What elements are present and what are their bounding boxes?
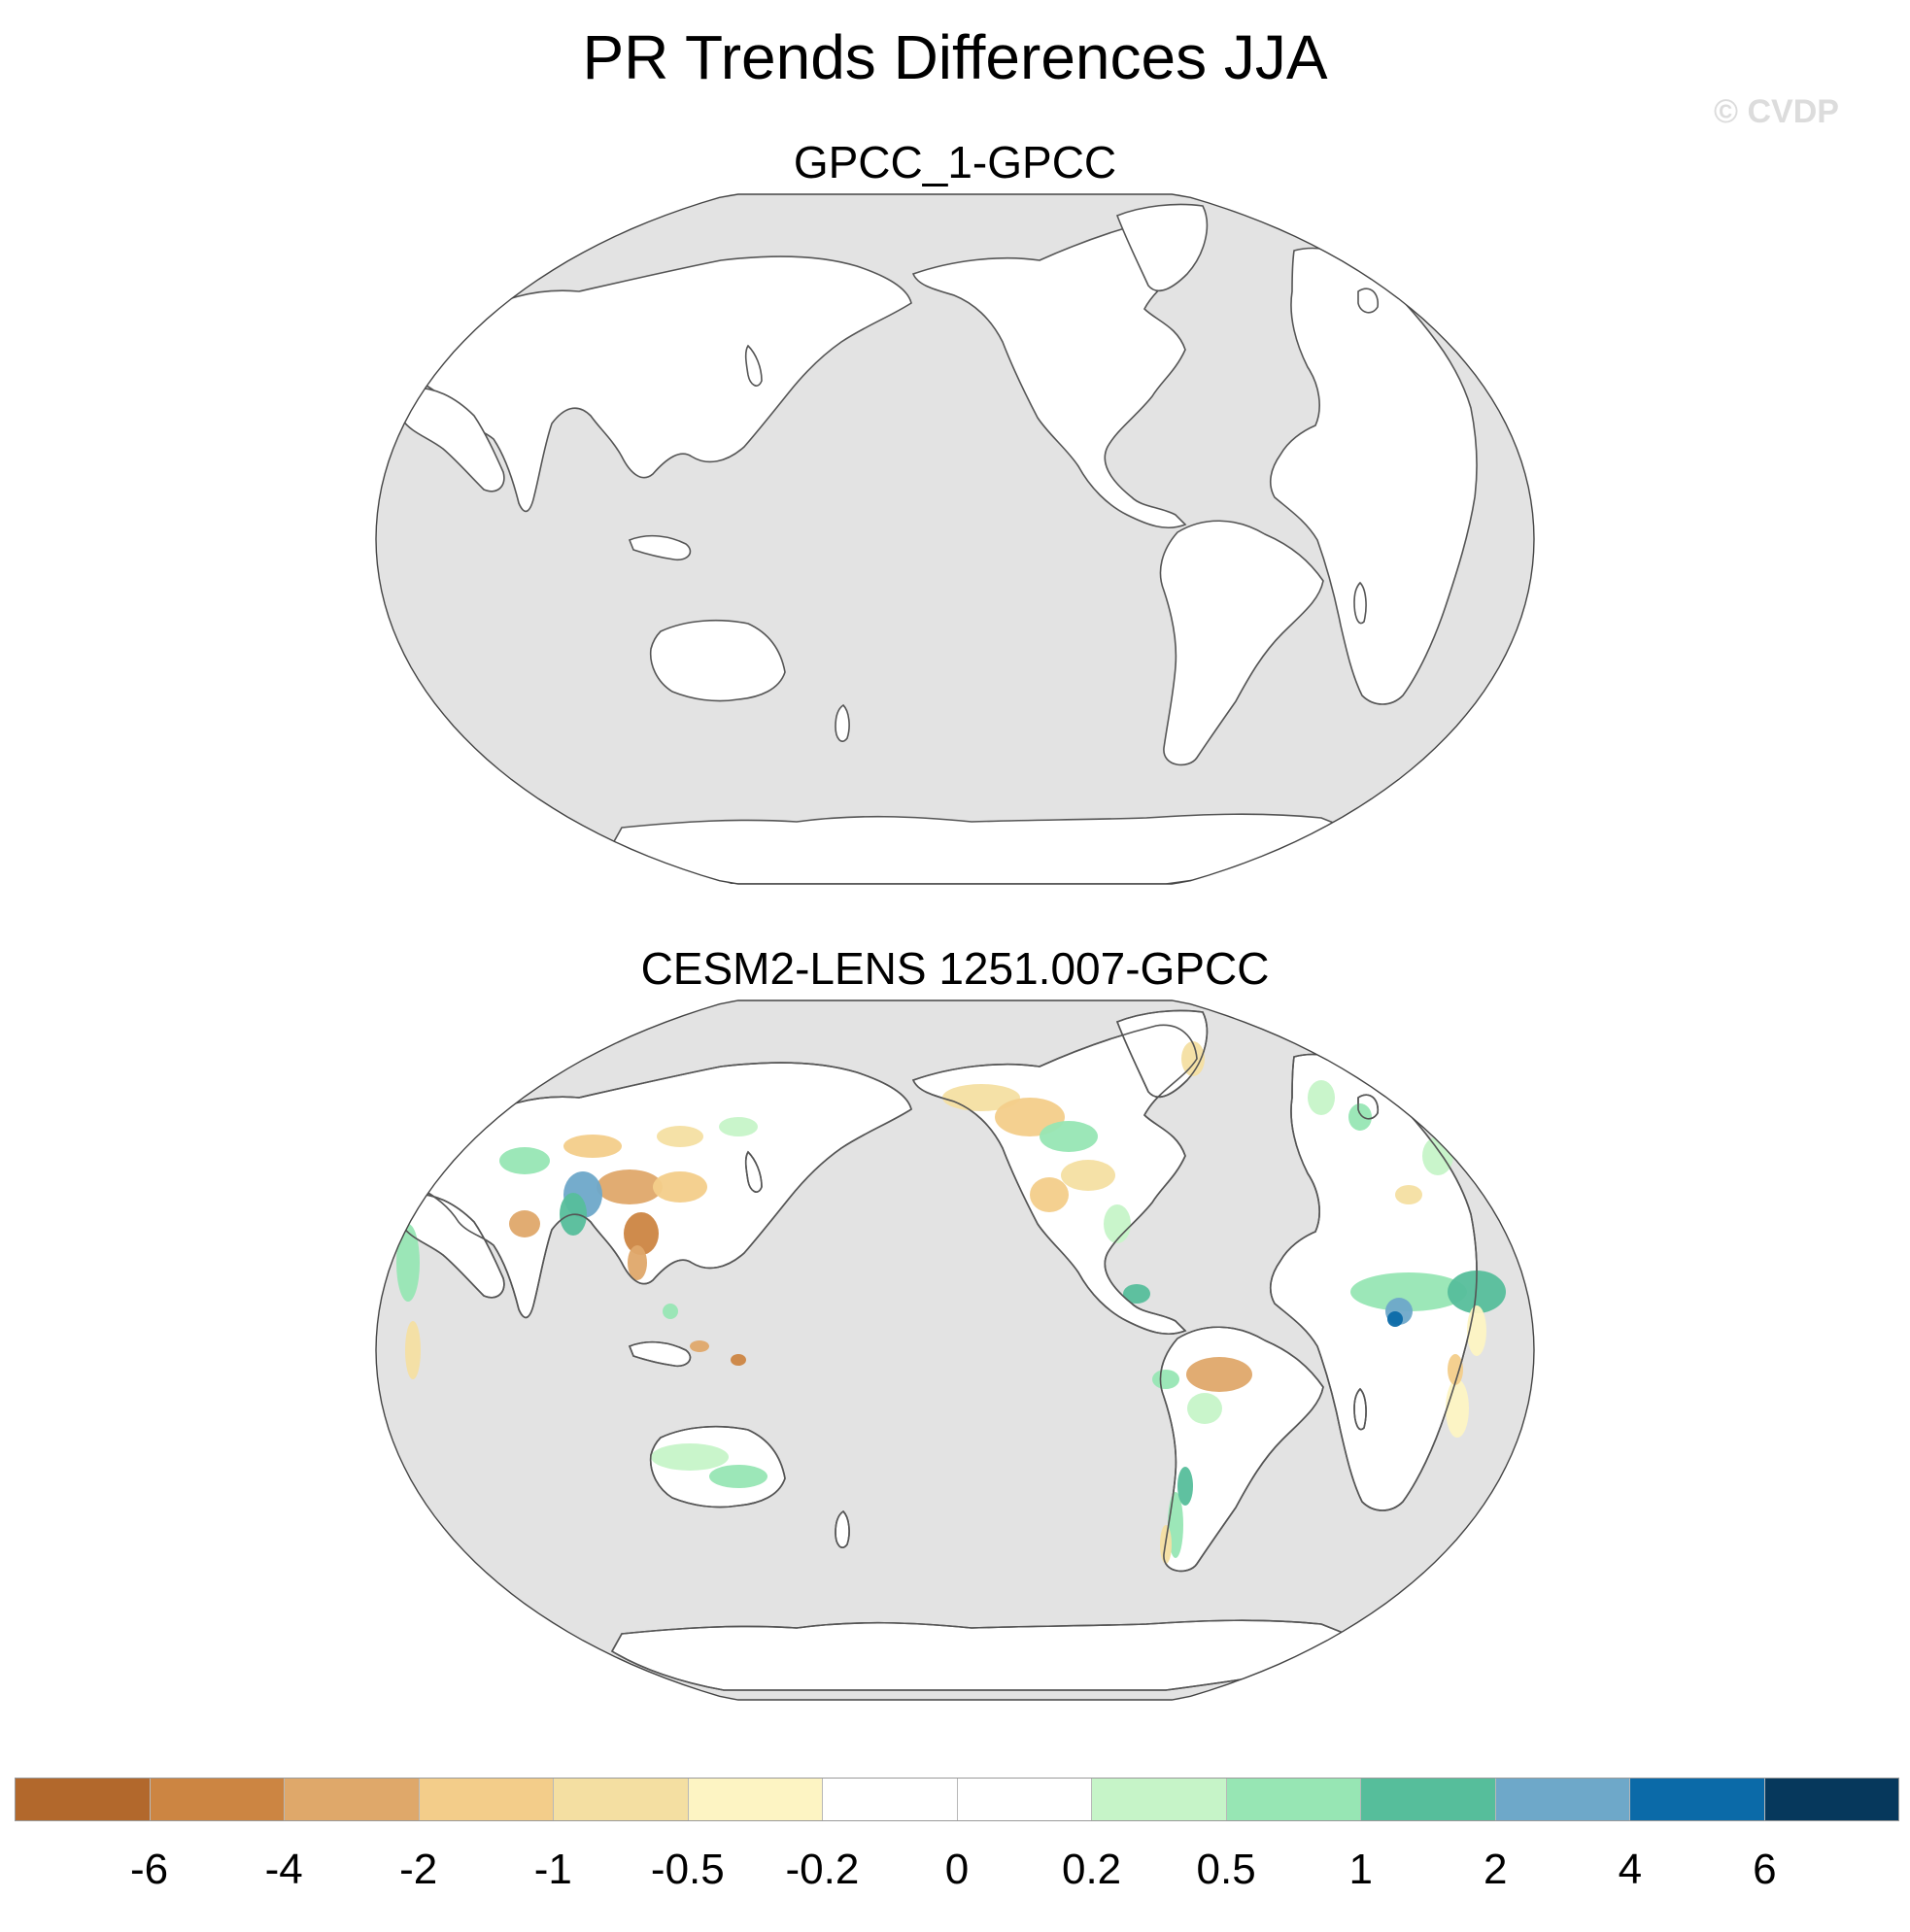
anomaly-patch <box>1181 1041 1205 1076</box>
colorbar-tick-label: 0.2 <box>1061 1846 1122 1893</box>
colorbar-tick-label: 1 <box>1348 1846 1373 1893</box>
land-masses <box>397 203 1478 884</box>
colorbar-tick-label: -4 <box>264 1846 303 1893</box>
anomaly-patch <box>731 1354 746 1366</box>
australia-land <box>649 619 786 702</box>
anomaly-patch <box>1123 1284 1150 1304</box>
anomaly-patch <box>1448 1354 1463 1385</box>
anomaly-patch <box>1030 1177 1069 1212</box>
map-globe <box>376 1000 1534 1700</box>
uk-iceland-coast <box>1357 1094 1380 1120</box>
anomaly-patch <box>1177 1467 1193 1506</box>
madagascar-coast <box>1353 1387 1367 1431</box>
anomaly-patch <box>1387 1311 1403 1327</box>
colorbar-swatch <box>1494 1779 1629 1820</box>
colorbar-tick-label: -1 <box>533 1846 572 1893</box>
map-globe <box>376 194 1534 884</box>
eurasia-coast <box>416 1062 912 1319</box>
colorbar-swatch <box>956 1779 1091 1820</box>
colorbar-swatch <box>1360 1779 1495 1820</box>
anomaly-patch <box>1186 1357 1252 1392</box>
colorbar-tick-label: -0.2 <box>785 1846 860 1893</box>
colorbar-swatch <box>149 1779 284 1820</box>
anomaly-patch <box>396 1224 420 1302</box>
anomaly-patch <box>1104 1204 1131 1243</box>
new-zealand-land <box>835 703 850 742</box>
colorbar-tick-label: -2 <box>399 1846 438 1893</box>
antarctica-land <box>610 1619 1381 1691</box>
anomaly-patch <box>1350 1272 1467 1311</box>
anomaly-patch <box>1308 1080 1335 1115</box>
anomaly-patch <box>651 1443 729 1471</box>
indonesia-land <box>628 534 692 561</box>
europe-africa-coast <box>1269 1053 1478 1511</box>
north-america-coast <box>911 1024 1198 1335</box>
colorbar-swatch <box>284 1779 419 1820</box>
anomaly-patch <box>509 1210 540 1237</box>
colorbar-tick-label: 4 <box>1618 1846 1643 1893</box>
colorbar-labels: -6 -4 -2 -1 -0.5 -0.2 0 0.2 0.5 1 2 4 6 <box>15 1846 1899 1904</box>
map-frame <box>375 193 1535 885</box>
anomaly-patch <box>1422 1136 1453 1175</box>
europe-africa-land <box>1269 247 1478 705</box>
anomaly-patch <box>1061 1160 1115 1191</box>
anomaly-patch <box>628 1245 647 1280</box>
japan-land <box>744 344 763 387</box>
new-zealand-coast <box>835 1509 850 1548</box>
colorbar-tick-label: 0.5 <box>1196 1846 1256 1893</box>
colorbar-swatch <box>418 1779 553 1820</box>
japan-coast <box>744 1150 763 1193</box>
anomaly-patch <box>719 1117 758 1136</box>
anomaly-patch <box>1187 1393 1222 1424</box>
watermark: © CVDP <box>1714 93 1839 130</box>
panel-1-title: GPCC_1-GPCC <box>793 137 1117 187</box>
anomaly-patch <box>499 1147 550 1174</box>
colorbar-tick-label: -6 <box>130 1846 169 1893</box>
anomaly-patch <box>405 1321 421 1379</box>
anomaly-patch <box>597 1169 663 1204</box>
anomaly-patch <box>563 1135 622 1158</box>
figure-title: PR Trends Differences JJA <box>582 22 1328 92</box>
anomaly-patch <box>653 1171 707 1203</box>
south-america-coast <box>1159 1326 1324 1573</box>
panel-2-title: CESM2-LENS 1251.007-GPCC <box>640 943 1270 994</box>
australia-coast <box>649 1425 786 1508</box>
greenland-land <box>1115 203 1209 291</box>
madagascar-land <box>1353 581 1367 625</box>
colorbar-tick-label: 0 <box>944 1846 970 1893</box>
anomaly-patch <box>657 1126 703 1147</box>
colorbar-swatch <box>553 1779 688 1820</box>
anomaly-patch <box>709 1465 767 1488</box>
anomaly-patch <box>1348 1103 1372 1131</box>
colorbar-tick-label: -0.5 <box>650 1846 725 1893</box>
colorbar-tick-label: 6 <box>1753 1846 1777 1893</box>
anomaly-patch <box>1040 1121 1098 1152</box>
anomaly-patch <box>663 1304 678 1319</box>
colorbar-swatch <box>1763 1779 1898 1820</box>
anomaly-patch <box>624 1212 659 1255</box>
panel-1-map <box>375 193 1535 885</box>
indonesia-coast <box>628 1340 692 1368</box>
colorbar-swatch <box>1225 1779 1360 1820</box>
panel-2-map <box>375 1000 1535 1701</box>
colorbar-swatch <box>822 1779 957 1820</box>
colorbar-swatch <box>16 1779 150 1820</box>
colorbar-swatch <box>687 1779 822 1820</box>
antarctica-land <box>610 813 1381 884</box>
anomaly-patch <box>690 1340 709 1352</box>
uk-iceland-land <box>1357 288 1380 314</box>
anomaly-patch <box>1446 1379 1469 1438</box>
anomaly-patch <box>1152 1370 1179 1389</box>
colorbar-swatch <box>1629 1779 1764 1820</box>
colorbar-swatch <box>1091 1779 1226 1820</box>
south-america-land <box>1159 520 1324 766</box>
antarctica-coast <box>610 1619 1381 1691</box>
colorbar-tick-label: 2 <box>1484 1846 1508 1893</box>
anomaly-patch <box>1395 1185 1422 1204</box>
map-frame <box>375 1000 1535 1701</box>
greenland-coast <box>1115 1009 1209 1098</box>
colorbar <box>15 1778 1899 1821</box>
